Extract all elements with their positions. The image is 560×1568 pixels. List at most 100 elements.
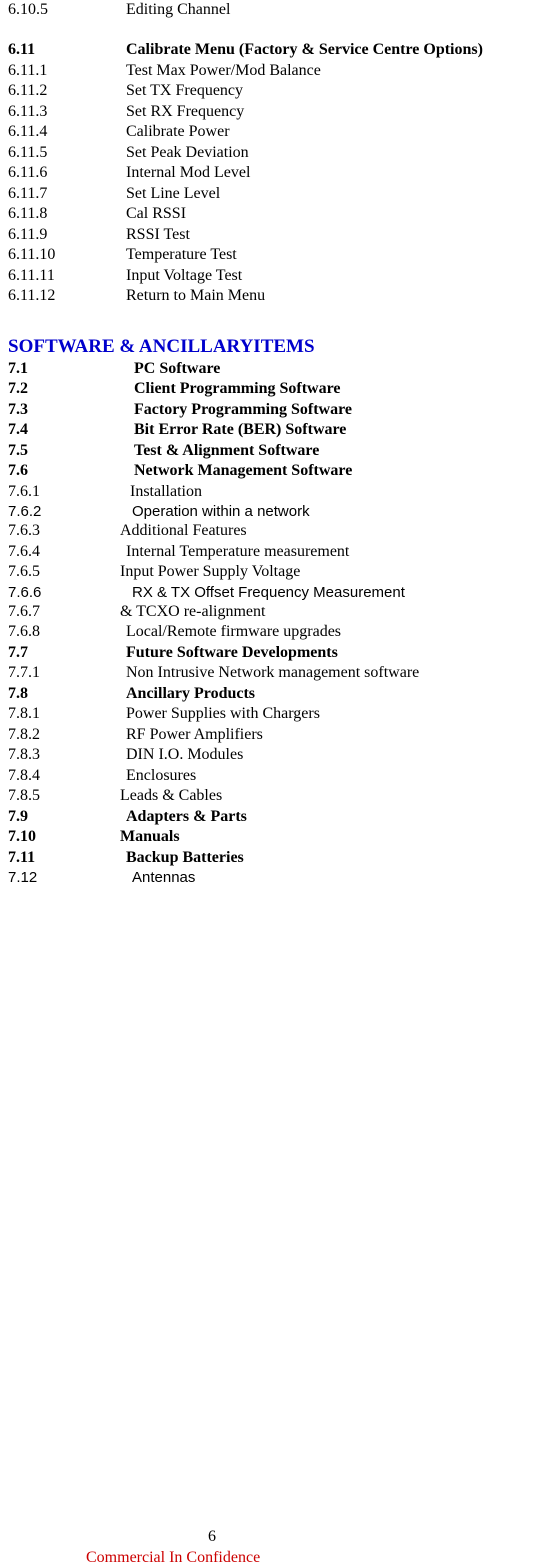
toc-number: 7.9 [8,807,126,827]
toc-row: 6.11.4Calibrate Power [8,122,552,142]
toc-row: 6.11.7Set Line Level [8,184,552,204]
toc-title: Internal Mod Level [126,163,250,183]
toc-title: Non Intrusive Network management softwar… [126,663,419,683]
toc-number: 6.11.1 [8,61,126,81]
toc-row: 6.11.1Test Max Power/Mod Balance [8,61,552,81]
toc-number: 7.8.5 [8,786,120,806]
toc-number: 6.11.2 [8,81,126,101]
toc-title: Factory Programming Software [134,400,352,420]
toc-title: Temperature Test [126,245,237,265]
toc-title: Input Power Supply Voltage [120,562,300,582]
toc-number: 7.10 [8,827,120,847]
toc-title: Set RX Frequency [126,102,244,122]
toc-row: 7.11Backup Batteries [8,848,552,868]
toc-title: Additional Features [120,521,247,541]
toc-row: 7.5Test & Alignment Software [8,441,552,461]
toc-title: & TCXO re-alignment [120,602,265,622]
toc-title: RF Power Amplifiers [126,725,263,745]
toc-title: DIN I.O. Modules [126,745,243,765]
toc-title: Test Max Power/Mod Balance [126,61,321,81]
toc-number: 6.11.6 [8,163,126,183]
toc-number: 6.11.8 [8,204,126,224]
toc-number: 7.8 [8,684,126,704]
toc-number: 7.6.4 [8,542,126,562]
toc-row: 6.11.6Internal Mod Level [8,163,552,183]
toc-row: 6.11Calibrate Menu (Factory & Service Ce… [8,40,552,60]
toc-row: 7.9Adapters & Parts [8,807,552,827]
toc-number: 7.5 [8,441,134,461]
toc-row: 6.10.5Editing Channel [8,0,552,20]
toc-number: 7.4 [8,420,134,440]
toc-title: Antennas [132,868,195,887]
toc-title: Enclosures [126,766,196,786]
toc-row: 7.6.8Local/Remote firmware upgrades [8,622,552,642]
toc-row: 7.6.5Input Power Supply Voltage [8,562,552,582]
toc-title: Backup Batteries [126,848,244,868]
toc-row: 7.6.6RX & TX Offset Frequency Measuremen… [8,583,552,602]
toc-title: Set TX Frequency [126,81,243,101]
toc-row: 6.11.3Set RX Frequency [8,102,552,122]
toc-number: 7.8.2 [8,725,126,745]
toc-row: 7.8.2RF Power Amplifiers [8,725,552,745]
toc-title: Editing Channel [126,0,230,20]
toc-title: Network Management Software [134,461,352,481]
toc-title: RX & TX Offset Frequency Measurement [132,583,405,602]
toc-row: 6.11.2Set TX Frequency [8,81,552,101]
page-footer: 6 Commercial In Confidence [8,1527,552,1568]
toc-row: 7.6.3Additional Features [8,521,552,541]
toc-row: 7.3Factory Programming Software [8,400,552,420]
toc-number: 7.6 [8,461,134,481]
toc-row: 7.7Future Software Developments [8,643,552,663]
toc-row: 6.11.5Set Peak Deviation [8,143,552,163]
toc-number: 7.2 [8,379,134,399]
confidential-label: Commercial In Confidence [86,1548,552,1568]
toc-number: 6.11.10 [8,245,126,265]
toc-number: 7.6.2 [8,502,132,521]
toc-title: Return to Main Menu [126,286,265,306]
toc-title: Manuals [120,827,180,847]
toc-row: 6.11.12Return to Main Menu [8,286,552,306]
toc-title: Calibrate Power [126,122,230,142]
section-heading: SOFTWARE & ANCILLARYITEMS [8,335,552,359]
toc-title: Bit Error Rate (BER) Software [134,420,346,440]
toc-number: 6.11.9 [8,225,126,245]
toc-row: 7.8.4Enclosures [8,766,552,786]
toc-row: 6.11.8Cal RSSI [8,204,552,224]
toc-number: 6.10.5 [8,0,126,20]
toc-number: 6.11.11 [8,266,126,286]
toc-number: 7.12 [8,868,132,887]
toc-number: 7.6.8 [8,622,126,642]
page-number: 6 [208,1527,552,1547]
toc-title: Internal Temperature measurement [126,542,349,562]
toc-number: 7.8.3 [8,745,126,765]
toc-title: Cal RSSI [126,204,186,224]
toc-title: Installation [130,482,202,502]
toc-number: 6.11.12 [8,286,126,306]
toc-number: 7.3 [8,400,134,420]
toc-title: Adapters & Parts [126,807,247,827]
toc-number: 7.1 [8,359,134,379]
toc-title: RSSI Test [126,225,190,245]
toc-row: 7.12Antennas [8,868,552,887]
toc-row: 7.2Client Programming Software [8,379,552,399]
toc-row: 7.6.2Operation within a network [8,502,552,521]
toc-title: Client Programming Software [134,379,340,399]
toc-row: 7.6.4Internal Temperature measurement [8,542,552,562]
toc-title: Input Voltage Test [126,266,242,286]
toc-number: 7.6.5 [8,562,120,582]
toc-title: Operation within a network [132,502,310,521]
toc-number: 7.8.4 [8,766,126,786]
toc-row: 7.8Ancillary Products [8,684,552,704]
toc-row: 7.10Manuals [8,827,552,847]
toc-number: 7.6.6 [8,583,132,602]
toc-row: 6.11.10Temperature Test [8,245,552,265]
toc-title: Ancillary Products [126,684,255,704]
toc-number: 6.11.3 [8,102,126,122]
toc-number: 7.11 [8,848,126,868]
toc-title: Leads & Cables [120,786,222,806]
toc-number: 7.7 [8,643,126,663]
toc-row: 7.4Bit Error Rate (BER) Software [8,420,552,440]
toc-title: PC Software [134,359,220,379]
toc-row: 7.1PC Software [8,359,552,379]
toc-title: Power Supplies with Chargers [126,704,320,724]
